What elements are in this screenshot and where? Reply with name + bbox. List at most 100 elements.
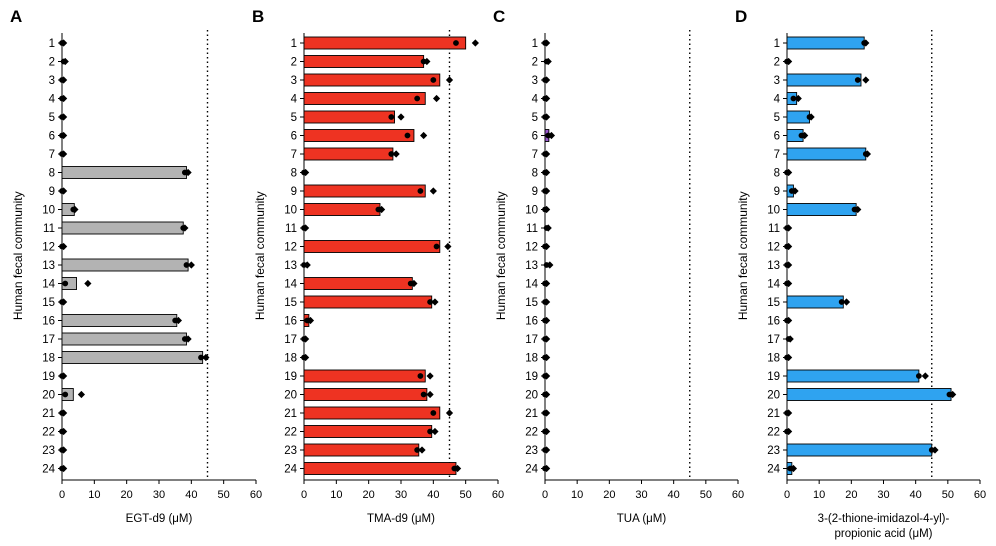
- y-tick-label: 3: [49, 75, 55, 87]
- panel-label: B: [252, 7, 264, 26]
- replicate-point-diamond: [543, 464, 551, 473]
- replicate-point-diamond: [60, 242, 68, 251]
- y-tick-label: 22: [767, 427, 780, 439]
- y-tick-label: 8: [532, 168, 538, 180]
- x-tick-label: 60: [250, 489, 262, 501]
- y-tick-label: 21: [42, 408, 55, 420]
- y-tick-label: 15: [284, 297, 297, 309]
- replicate-point-diamond: [842, 298, 851, 306]
- bar: [786, 388, 952, 401]
- y-tick-label: 11: [43, 223, 55, 235]
- x-tick-label: 60: [492, 489, 504, 501]
- x-tick-label: 50: [700, 489, 712, 501]
- y-tick-label: 4: [291, 94, 298, 106]
- replicate-point-diamond: [543, 113, 551, 121]
- replicate-point-diamond: [543, 372, 551, 380]
- replicate-point-circle: [404, 132, 411, 139]
- y-tick-label: 4: [774, 94, 781, 106]
- x-tick-label: 0: [784, 489, 790, 501]
- replicate-point-circle: [414, 95, 421, 102]
- replicate-point-diamond: [453, 464, 462, 473]
- y-axis-title: Human fecal community: [11, 191, 25, 320]
- y-tick-label: 10: [767, 205, 780, 217]
- replicate-point-diamond: [60, 372, 68, 380]
- replicate-point-diamond: [854, 205, 862, 214]
- bar: [303, 147, 394, 161]
- x-tick-label: 40: [185, 489, 197, 501]
- x-tick-label: 0: [59, 489, 65, 501]
- bar: [303, 425, 433, 438]
- y-tick-label: 22: [525, 427, 538, 439]
- bar: [303, 73, 441, 87]
- replicate-point-diamond: [184, 335, 192, 343]
- replicate-point-diamond: [546, 261, 554, 269]
- y-tick-label: 16: [284, 316, 297, 328]
- replicate-point-diamond: [84, 279, 92, 288]
- replicate-point-diamond: [931, 446, 939, 454]
- y-tick-label: 12: [284, 242, 297, 254]
- y-tick-label: 7: [291, 149, 297, 161]
- y-tick-label: 20: [525, 390, 538, 402]
- replicate-point-circle: [417, 188, 424, 194]
- bar: [303, 92, 426, 105]
- replicate-point-diamond: [785, 409, 793, 417]
- y-tick-label: 4: [49, 94, 56, 106]
- bar: [303, 406, 441, 420]
- replicate-point-diamond: [786, 335, 794, 343]
- x-tick-label: 30: [395, 489, 407, 501]
- bar: [786, 203, 857, 216]
- y-tick-label: 2: [774, 57, 780, 69]
- x-tick-label: 0: [542, 489, 548, 501]
- y-tick-label: 7: [532, 149, 538, 161]
- replicate-point-circle: [430, 77, 437, 83]
- y-tick-label: 13: [767, 260, 780, 272]
- replicate-point-diamond: [187, 261, 195, 269]
- y-tick-label: 6: [532, 131, 538, 143]
- y-tick-label: 17: [284, 334, 297, 346]
- replicate-point-diamond: [543, 298, 551, 306]
- y-tick-label: 16: [767, 316, 780, 328]
- replicate-point-diamond: [60, 94, 68, 103]
- y-tick-label: 19: [284, 371, 297, 383]
- replicate-point-diamond: [445, 76, 454, 84]
- x-axis-title: propionic acid (μM): [834, 528, 932, 540]
- replicate-point-diamond: [862, 39, 870, 47]
- replicate-point-diamond: [184, 168, 192, 177]
- replicate-point-diamond: [306, 316, 315, 325]
- y-tick-label: 20: [767, 390, 780, 402]
- replicate-point-diamond: [181, 224, 189, 232]
- y-tick-label: 2: [532, 57, 538, 69]
- x-tick-label: 10: [330, 489, 342, 501]
- replicate-point-circle: [430, 410, 437, 416]
- y-tick-label: 4: [532, 94, 539, 106]
- bar: [61, 258, 189, 272]
- x-tick-label: 30: [635, 489, 647, 501]
- replicate-point-diamond: [543, 353, 551, 362]
- replicate-point-diamond: [543, 390, 551, 399]
- y-tick-label: 11: [285, 223, 297, 235]
- replicate-point-diamond: [77, 390, 85, 399]
- replicate-point-diamond: [807, 113, 815, 121]
- replicate-point-diamond: [432, 94, 441, 103]
- replicate-point-diamond: [202, 353, 210, 362]
- replicate-point-diamond: [543, 187, 551, 195]
- y-tick-label: 13: [42, 260, 55, 272]
- bar: [786, 110, 810, 124]
- y-tick-label: 9: [532, 186, 538, 198]
- replicate-point-diamond: [544, 57, 552, 66]
- replicate-point-diamond: [543, 316, 551, 325]
- replicate-point-diamond: [60, 427, 68, 436]
- replicate-point-diamond: [60, 187, 68, 195]
- y-tick-label: 16: [525, 316, 538, 328]
- replicate-point-diamond: [547, 131, 556, 140]
- y-tick-label: 1: [774, 38, 780, 50]
- replicate-point-circle: [388, 114, 395, 120]
- replicate-point-diamond: [426, 390, 434, 399]
- replicate-point-circle: [417, 373, 424, 379]
- y-tick-label: 23: [284, 445, 297, 457]
- y-tick-label: 12: [767, 242, 780, 254]
- y-tick-label: 16: [42, 316, 55, 328]
- x-tick-label: 40: [910, 489, 922, 501]
- replicate-point-diamond: [543, 427, 551, 436]
- x-tick-label: 10: [571, 489, 583, 501]
